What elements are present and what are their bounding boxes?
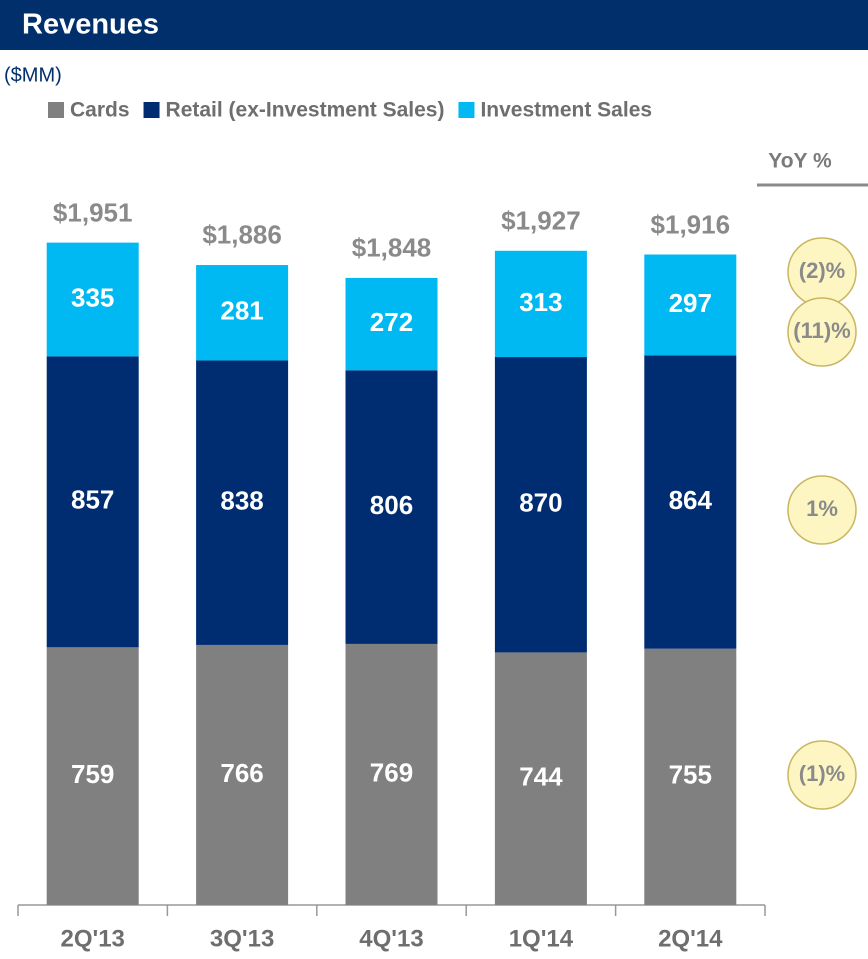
subtitle: ($MM)	[4, 64, 62, 86]
value-label: 766	[220, 758, 263, 788]
value-label: 870	[519, 488, 562, 518]
yoy-circle	[787, 475, 857, 545]
bar-segment	[644, 355, 737, 649]
x-tick-label: 2Q'14	[658, 925, 723, 952]
yoy-label: 1%	[806, 496, 838, 521]
bar-segment	[196, 265, 289, 361]
bar-segment	[494, 250, 587, 358]
legend-label: Investment Sales	[480, 99, 652, 122]
value-label: 313	[519, 287, 562, 317]
total-label: $1,916	[651, 209, 731, 239]
legend-swatch	[143, 102, 160, 118]
value-label: 281	[220, 296, 263, 326]
legend-label: Retail (ex-Investment Sales)	[166, 99, 445, 122]
x-tick-label: 2Q'13	[60, 925, 124, 952]
value-label: 769	[370, 757, 413, 787]
bar-segment	[46, 242, 139, 357]
total-label: $1,886	[202, 220, 282, 250]
bar-segment	[494, 652, 587, 905]
total-label: $1,927	[501, 206, 581, 236]
bar-segment	[46, 356, 139, 648]
x-tick-label: 4Q'13	[359, 925, 423, 952]
legend-swatch	[48, 102, 64, 118]
value-label: 272	[370, 307, 413, 337]
legend-label: Cards	[70, 99, 130, 122]
value-label: 759	[71, 759, 114, 789]
value-label: 297	[669, 288, 712, 318]
value-label: 838	[220, 486, 263, 516]
value-label: 744	[519, 762, 563, 792]
bar-segment	[494, 357, 587, 653]
value-label: 335	[71, 282, 114, 312]
chart-title: Revenues	[22, 9, 159, 41]
yoy-label: (2)%	[799, 258, 845, 283]
total-label: $1,848	[352, 232, 432, 262]
yoy-label: (11)%	[793, 318, 850, 343]
total-label: $1,951	[53, 198, 133, 228]
bar-segment	[46, 647, 139, 905]
bar-segment	[345, 643, 438, 905]
value-label: 755	[669, 760, 712, 790]
bar-segment	[345, 277, 438, 371]
yoy-circle	[787, 740, 857, 810]
value-label: 864	[669, 485, 713, 515]
value-label: 857	[71, 485, 114, 515]
bar-segment	[644, 254, 737, 356]
legend-swatch	[458, 102, 475, 118]
yoy-label: (1)%	[799, 761, 845, 786]
x-tick-label: 1Q'14	[509, 925, 574, 952]
value-label: 806	[370, 490, 413, 520]
title-bar	[0, 0, 868, 50]
x-tick-label: 3Q'13	[210, 925, 274, 952]
bar-segment	[196, 644, 289, 905]
bar-segment	[196, 360, 289, 645]
yoy-circle	[787, 297, 857, 367]
bar-segment	[345, 370, 438, 644]
bar-segment	[644, 648, 737, 905]
yoy-title: YoY %	[768, 150, 832, 173]
